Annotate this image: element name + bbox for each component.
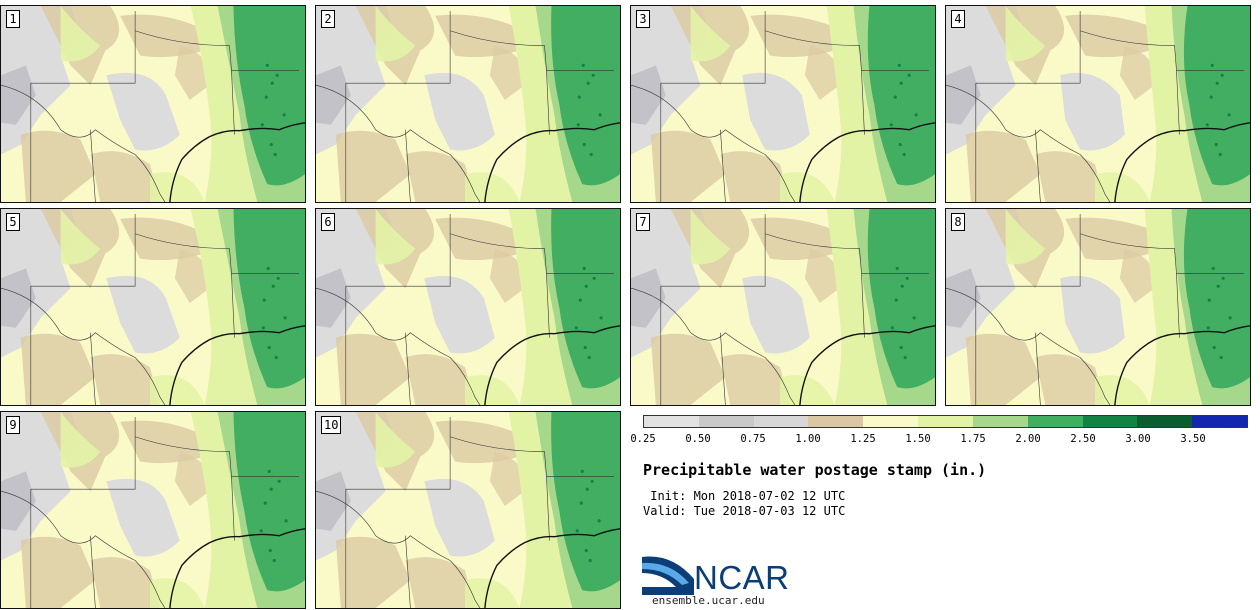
colorbar-bin-3 [808,416,864,427]
chart-title: Precipitable water postage stamp (in.) [643,461,987,479]
ncar-logo: NCAR [642,553,792,601]
colorbar-tick-label: 1.00 [795,433,821,445]
colorbar-bin-8 [1082,416,1138,427]
member-number-label: 3 [636,10,650,28]
member-number-label: 5 [6,213,20,231]
colorbar-tick-label: 3.50 [1180,433,1206,445]
colorbar-tick-label: 1.25 [850,433,876,445]
valid-time: Valid: Tue 2018-07-03 12 UTC [643,504,846,518]
colorbar-bin-4 [863,416,919,427]
colorbar-bin-2 [753,416,809,427]
pw-map [631,6,935,202]
member-number-label: 6 [321,213,335,231]
member-number-label: 2 [321,10,335,28]
member-number-label: 8 [951,213,965,231]
member-panel: 4 [945,5,1251,203]
colorbar-tick-label: 2.00 [1015,433,1041,445]
colorbar-bin-1 [698,416,754,427]
colorbar-bin-9 [1137,416,1193,427]
pw-map [1,6,305,202]
member-panel: 2 [315,5,621,203]
colorbar-tick-label: 0.25 [630,433,656,445]
member-number-label: 9 [6,416,20,434]
member-number-label: 10 [321,416,342,434]
colorbar-bin-6 [972,416,1028,427]
member-panel: 6 [315,208,621,406]
pw-map [316,6,620,202]
member-panel: 1 [0,5,306,203]
pw-map [316,412,620,608]
member-panel: 10 [315,411,621,609]
member-panel: 5 [0,208,306,406]
colorbar-bin-10 [1192,416,1247,427]
pw-map [946,209,1250,405]
colorbar-tick-label: 3.00 [1125,433,1151,445]
colorbar-tick-label: 2.50 [1070,433,1096,445]
colorbar-tick-label: 1.75 [960,433,986,445]
colorbar-tick-label: 0.50 [685,433,711,445]
colorbar-tick-label: 0.75 [740,433,766,445]
pw-map [316,209,620,405]
colorbar-bin-7 [1027,416,1083,427]
ncar-wordmark: NCAR [694,559,790,596]
member-panel: 7 [630,208,936,406]
member-panel: 3 [630,5,936,203]
pw-map [946,6,1250,202]
colorbar-tick-label: 1.50 [905,433,931,445]
pw-map [1,412,305,608]
member-number-label: 4 [951,10,965,28]
member-number-label: 7 [636,213,650,231]
pw-map [1,209,305,405]
colorbar-labels: 0.25 0.50 0.75 1.00 1.25 1.50 1.75 2.00 2.50 3.00… [630,433,1253,447]
member-number-label: 1 [6,10,20,28]
member-panel: 9 [0,411,306,609]
pw-map [631,209,935,405]
colorbar-bin-5 [918,416,973,427]
colorbar-bin-0 [644,416,699,427]
colorbar [643,415,1248,428]
ncar-swoosh-icon [642,556,694,595]
init-time: Init: Mon 2018-07-02 12 UTC [643,489,846,503]
member-panel: 8 [945,208,1251,406]
site-url[interactable]: ensemble.ucar.edu [652,594,765,607]
